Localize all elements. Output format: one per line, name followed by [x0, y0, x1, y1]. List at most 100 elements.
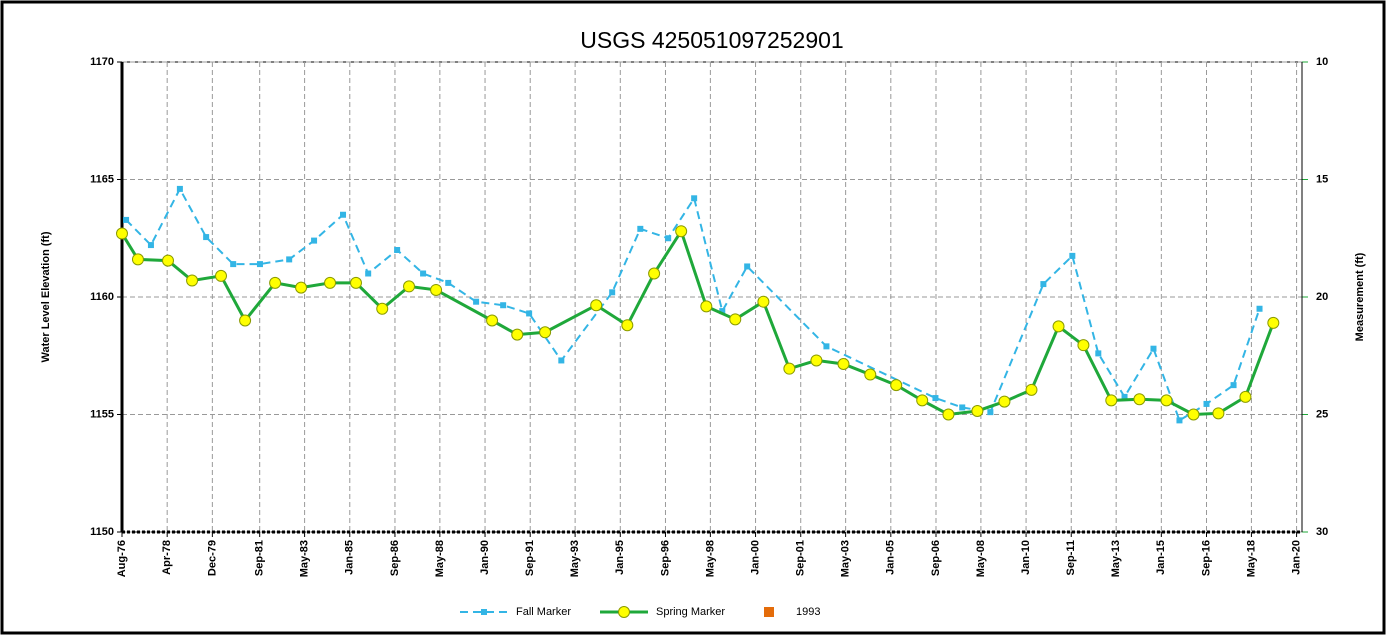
spring-marker	[1187, 408, 1200, 421]
spring-marker	[998, 395, 1011, 408]
x-tick-label: May-98	[704, 540, 716, 577]
fall-marker	[691, 195, 698, 202]
x-tick-label: Jan-85	[344, 540, 356, 575]
x-tick-label: Jan-20	[1290, 540, 1302, 575]
spring-marker	[324, 276, 337, 289]
y2-tick-label: 15	[1316, 173, 1328, 185]
x-tick-label: Aug-76	[116, 540, 128, 577]
y-tick-label: 1165	[90, 173, 114, 185]
spring-marker	[486, 314, 499, 327]
y-tick-label: 1160	[90, 291, 114, 303]
x-tick-label: May-18	[1245, 540, 1257, 577]
x-tick-label: Sep-86	[389, 540, 401, 576]
fall-marker	[147, 242, 154, 249]
x-tick-label: Sep-16	[1200, 540, 1212, 576]
fall-marker	[1069, 252, 1076, 259]
legend-label: 1993	[796, 606, 820, 618]
spring-marker	[131, 253, 144, 266]
spring-marker	[971, 404, 984, 417]
spring-marker	[1077, 339, 1090, 352]
fall-marker	[203, 234, 210, 241]
spring-marker	[1267, 316, 1280, 329]
spring-marker	[1133, 393, 1146, 406]
spring-marker	[837, 357, 850, 370]
spring-marker	[239, 314, 252, 327]
spring-marker	[1105, 394, 1118, 407]
x-tick-label: Sep-01	[795, 540, 807, 576]
spring-marker	[621, 319, 634, 332]
fall-marker	[473, 298, 480, 305]
spring-marker	[783, 362, 796, 375]
fall-marker	[176, 185, 183, 192]
fall-marker	[340, 211, 347, 218]
x-tick-label: Dec-79	[206, 540, 218, 576]
spring-marker	[1160, 394, 1173, 407]
x-tick-label: Jan-10	[1020, 540, 1032, 575]
series-line	[125, 186, 1261, 422]
spring-marker	[116, 227, 128, 240]
x-tick-label: May-88	[434, 540, 446, 577]
spring-marker	[890, 379, 903, 392]
x-tick-label: May-08	[975, 540, 987, 577]
legend-marker	[481, 609, 487, 615]
fall-marker	[823, 343, 830, 350]
spring-marker	[590, 299, 603, 312]
x-tick-label: May-93	[569, 540, 581, 577]
fall-marker	[500, 302, 507, 309]
x-tick-label: Sep-96	[659, 540, 671, 576]
x-tick-label: Jan-00	[749, 540, 761, 575]
fall-marker	[1176, 417, 1183, 424]
spring-marker	[403, 280, 416, 293]
fall-marker	[365, 270, 372, 277]
fall-marker	[286, 256, 293, 263]
spring-marker	[1239, 390, 1252, 403]
x-tick-label: Jan-90	[479, 540, 491, 575]
fall-marker	[1040, 281, 1047, 288]
legend-marker	[618, 606, 630, 618]
spring-marker	[675, 225, 688, 238]
spring-marker	[511, 328, 524, 341]
x-tick-label: Sep-81	[254, 540, 266, 576]
fall-marker	[1150, 345, 1157, 352]
y2-tick-label: 20	[1316, 291, 1328, 303]
x-tick-label: May-83	[299, 540, 311, 577]
y-tick-label: 1170	[90, 56, 114, 68]
spring-marker	[1212, 407, 1225, 420]
fall-marker	[1230, 382, 1237, 389]
x-tick-label: Apr-78	[161, 540, 173, 575]
spring-marker	[757, 295, 770, 308]
spring-marker	[810, 354, 823, 367]
spring-marker	[864, 368, 877, 381]
fall-marker	[719, 308, 726, 315]
x-tick-label: Sep-06	[930, 540, 942, 576]
x-tick-label: Sep-91	[524, 540, 536, 576]
fall-marker	[123, 216, 130, 223]
legend-label: Fall Marker	[516, 606, 571, 618]
spring-marker	[269, 276, 282, 289]
fall-marker	[665, 235, 672, 242]
spring-marker	[295, 281, 308, 294]
spring-marker	[700, 300, 713, 313]
spring-marker	[186, 274, 199, 287]
y-tick-label: 1150	[90, 526, 114, 538]
y2-tick-label: 30	[1316, 526, 1328, 538]
spring-marker	[349, 276, 362, 289]
y2-axis-label: Measurement (ft)	[1354, 252, 1366, 341]
legend-label: Spring Marker	[656, 606, 725, 618]
spring-marker	[376, 302, 389, 315]
fall-marker	[256, 261, 263, 268]
y2-tick-label: 10	[1316, 56, 1328, 68]
y-tick-label: 1155	[90, 408, 114, 420]
spring-marker	[215, 269, 228, 282]
fall-marker	[311, 237, 318, 244]
spring-marker	[729, 313, 742, 326]
x-tick-label: Sep-11	[1065, 540, 1077, 575]
x-tick-label: Jan-05	[885, 540, 897, 575]
spring-marker	[1052, 320, 1065, 333]
fall-marker	[230, 261, 237, 268]
spring-marker	[430, 283, 443, 296]
fall-marker	[526, 310, 533, 317]
fall-marker	[1256, 305, 1263, 312]
spring-marker	[942, 408, 955, 421]
